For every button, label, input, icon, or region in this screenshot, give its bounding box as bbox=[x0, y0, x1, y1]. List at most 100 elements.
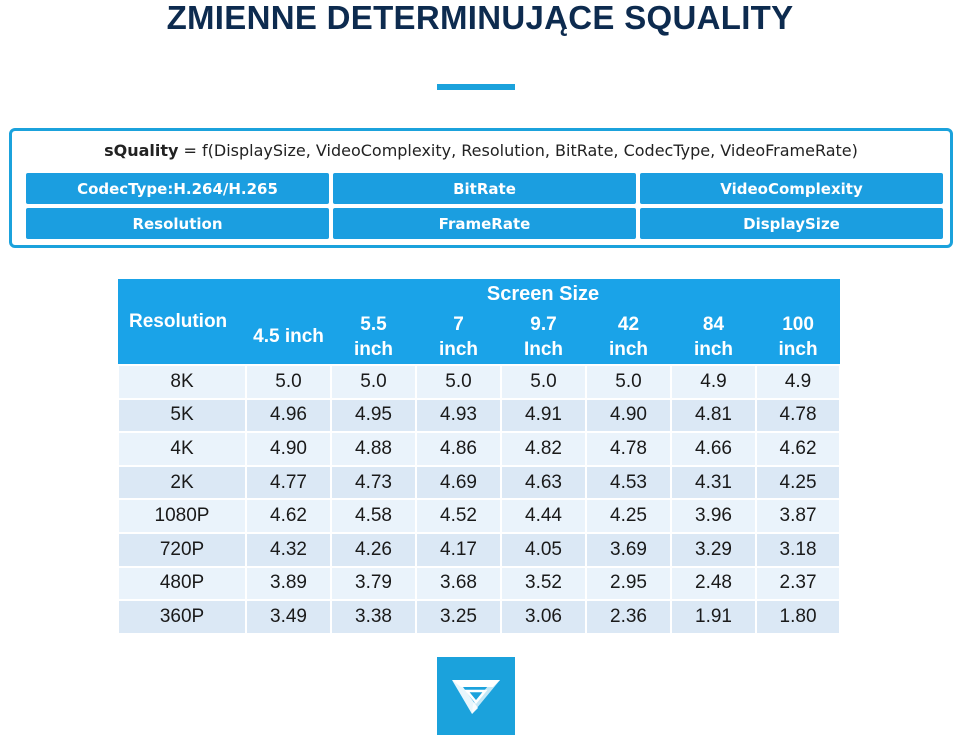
table-row: 720P 4.32 4.26 4.17 4.05 3.69 3.29 3.18 bbox=[117, 531, 842, 568]
formula-lhs: sQuality bbox=[104, 141, 179, 160]
squality-value: 5.0 bbox=[245, 364, 332, 400]
screen-size-label: inch bbox=[608, 338, 649, 360]
formula-panel: sQuality = f(DisplaySize, VideoComplexit… bbox=[9, 128, 953, 248]
squality-value: 4.9 bbox=[670, 364, 757, 400]
variable-resolution: Resolution bbox=[26, 208, 329, 239]
table-row: 1080P 4.62 4.58 4.52 4.44 4.25 3.96 3.87 bbox=[117, 498, 842, 534]
squality-value: 5.0 bbox=[585, 364, 672, 400]
squality-value: 4.82 bbox=[500, 431, 587, 467]
squality-value: 4.69 bbox=[415, 464, 502, 501]
screen-size-column-header: 100 inch bbox=[756, 309, 841, 365]
screen-size-label: Inch bbox=[523, 338, 564, 360]
variable-bitrate: BitRate bbox=[333, 173, 636, 204]
squality-value: 4.91 bbox=[500, 397, 587, 434]
squality-value: 4.58 bbox=[330, 498, 417, 534]
squality-value: 3.29 bbox=[670, 531, 757, 568]
screen-size-column-header: 7 inch bbox=[416, 309, 501, 365]
squality-value: 4.44 bbox=[500, 498, 587, 534]
squality-value: 4.78 bbox=[585, 431, 672, 467]
squality-value: 3.96 bbox=[670, 498, 757, 534]
squality-value: 4.52 bbox=[415, 498, 502, 534]
screen-size-label: 84 bbox=[702, 313, 725, 335]
table-row: 480P 3.89 3.79 3.68 3.52 2.95 2.48 2.37 bbox=[117, 565, 842, 602]
squality-value: 3.38 bbox=[330, 599, 417, 635]
squality-value: 3.18 bbox=[754, 531, 842, 568]
title-underline bbox=[437, 84, 515, 90]
squality-value: 4.25 bbox=[585, 498, 672, 534]
squality-value: 4.77 bbox=[245, 464, 332, 501]
squality-value: 3.06 bbox=[500, 599, 587, 635]
squality-value: 4.78 bbox=[754, 397, 842, 434]
squality-value: 4.31 bbox=[670, 464, 757, 501]
screen-size-label: 5.5 bbox=[360, 313, 387, 335]
table-row: 2K 4.77 4.73 4.69 4.63 4.53 4.31 4.25 bbox=[117, 464, 842, 501]
screen-size-label: 9.7 bbox=[530, 313, 557, 335]
squality-value: 5.0 bbox=[500, 364, 587, 400]
variables-grid: CodecType:H.264/H.265 BitRate VideoCompl… bbox=[26, 173, 943, 239]
screen-size-label: 7 bbox=[453, 313, 464, 335]
squality-value: 2.48 bbox=[670, 565, 757, 602]
squality-value: 4.96 bbox=[245, 397, 332, 434]
squality-value: 4.9 bbox=[754, 364, 842, 400]
screen-size-header: Screen Size bbox=[246, 279, 841, 309]
resolution-label: 720P bbox=[117, 531, 247, 568]
screen-size-label: inch bbox=[693, 338, 734, 360]
screen-size-column-header: 9.7 Inch bbox=[501, 309, 586, 365]
table-row: 4K 4.90 4.88 4.86 4.82 4.78 4.66 4.62 bbox=[117, 431, 842, 467]
squality-value: 4.53 bbox=[585, 464, 672, 501]
squality-value: 3.87 bbox=[754, 498, 842, 534]
squality-value: 4.26 bbox=[330, 531, 417, 568]
squality-value: 4.90 bbox=[245, 431, 332, 467]
squality-value: 1.80 bbox=[754, 599, 842, 635]
brand-logo bbox=[437, 657, 515, 735]
squality-value: 4.95 bbox=[330, 397, 417, 434]
squality-value: 3.49 bbox=[245, 599, 332, 635]
squality-value: 4.93 bbox=[415, 397, 502, 434]
formula-rhs: = f(DisplaySize, VideoComplexity, Resolu… bbox=[178, 141, 858, 160]
squality-value: 4.73 bbox=[330, 464, 417, 501]
resolution-label: 4K bbox=[117, 431, 247, 467]
squality-value: 3.69 bbox=[585, 531, 672, 568]
screen-size-label: 42 bbox=[617, 313, 640, 335]
page-title: ZMIENNE DETERMINUJĄCE SQUALITY bbox=[166, 0, 794, 36]
squality-value: 4.62 bbox=[754, 431, 842, 467]
squality-value: 4.05 bbox=[500, 531, 587, 568]
squality-value: 4.32 bbox=[245, 531, 332, 568]
resolution-column-header: Resolution bbox=[118, 279, 246, 365]
squality-value: 4.63 bbox=[500, 464, 587, 501]
variable-video-complexity: VideoComplexity bbox=[640, 173, 943, 204]
resolution-label: 2K bbox=[117, 464, 247, 501]
squality-value: 3.25 bbox=[415, 599, 502, 635]
screen-size-label: inch bbox=[438, 338, 479, 360]
squality-value: 4.66 bbox=[670, 431, 757, 467]
squality-value: 4.81 bbox=[670, 397, 757, 434]
screen-size-label: inch bbox=[353, 338, 394, 360]
squality-value: 4.90 bbox=[585, 397, 672, 434]
table-row: 5K 4.96 4.95 4.93 4.91 4.90 4.81 4.78 bbox=[117, 397, 842, 434]
squality-value: 4.25 bbox=[754, 464, 842, 501]
squality-value: 5.0 bbox=[330, 364, 417, 400]
screen-size-column-header: 84 inch bbox=[671, 309, 756, 365]
resolution-label: 8K bbox=[117, 364, 247, 400]
screen-size-column-header: 42 inch bbox=[586, 309, 671, 365]
resolution-label: 5K bbox=[117, 397, 247, 434]
squality-value: 4.62 bbox=[245, 498, 332, 534]
squality-value: 3.79 bbox=[330, 565, 417, 602]
table-row: 8K 5.0 5.0 5.0 5.0 5.0 4.9 4.9 bbox=[117, 364, 842, 400]
screen-size-label: 100 bbox=[782, 313, 814, 335]
squality-value: 3.52 bbox=[500, 565, 587, 602]
squality-value: 4.86 bbox=[415, 431, 502, 467]
resolution-label: 480P bbox=[117, 565, 247, 602]
squality-value: 3.68 bbox=[415, 565, 502, 602]
variable-display-size: DisplaySize bbox=[640, 208, 943, 239]
squality-value: 2.95 bbox=[585, 565, 672, 602]
squality-value: 3.89 bbox=[245, 565, 332, 602]
squality-value: 2.36 bbox=[585, 599, 672, 635]
screen-size-label: inch bbox=[778, 338, 818, 360]
screen-size-column-header: 4.5 inch bbox=[246, 309, 331, 365]
screen-size-label: 4.5 inch bbox=[253, 326, 324, 347]
resolution-label: 360P bbox=[117, 599, 247, 635]
brand-logo-icon bbox=[452, 680, 500, 714]
squality-value: 4.17 bbox=[415, 531, 502, 568]
squality-value: 2.37 bbox=[754, 565, 842, 602]
